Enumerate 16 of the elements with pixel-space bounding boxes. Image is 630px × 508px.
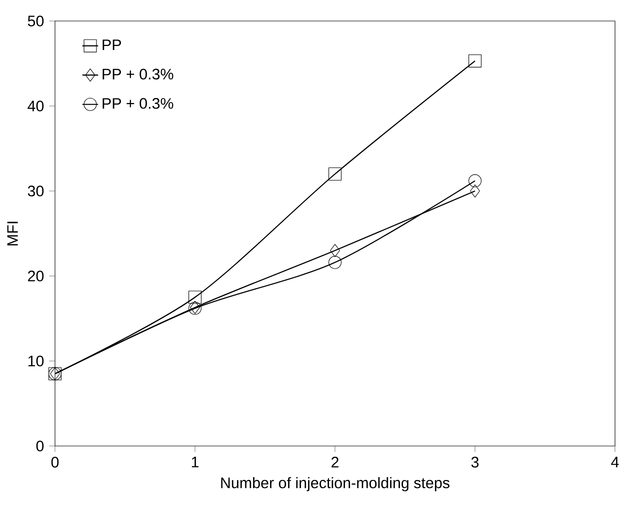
y-tick-label: 20 <box>28 270 44 282</box>
y-tick-label: 0 <box>36 440 44 452</box>
legend-label: PP <box>102 40 121 50</box>
legend-label: PP + 0.3% <box>102 98 174 109</box>
y-tick-label: 10 <box>28 356 44 366</box>
y-tick-label: 40 <box>28 100 44 112</box>
y-tick-label: 30 <box>28 186 44 196</box>
y-tick-label: 50 <box>28 16 44 26</box>
legend-label: PP + 0.3% <box>102 68 174 80</box>
x-axis-title: Number of injection-molding steps <box>221 477 450 492</box>
y-axis-title: MFI <box>7 222 18 246</box>
x-tick-label: 0 <box>51 456 59 468</box>
x-tick-label: 4 <box>611 456 619 468</box>
x-tick-label: 2 <box>332 456 338 468</box>
x-tick-label: 3 <box>471 456 479 468</box>
x-tick-label: 1 <box>192 456 198 468</box>
